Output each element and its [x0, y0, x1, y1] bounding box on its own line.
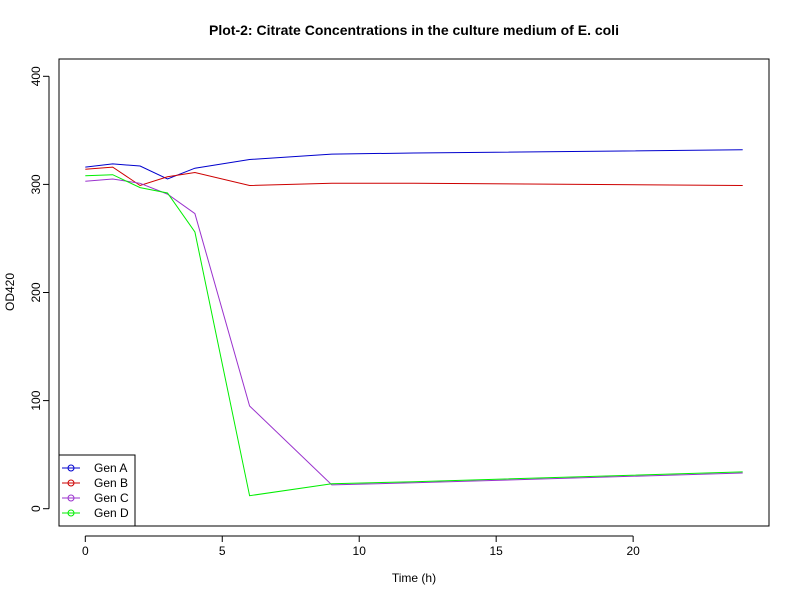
series-lines — [85, 149, 743, 497]
x-tick-label: 20 — [626, 544, 640, 558]
series-line-gen-a — [85, 149, 743, 180]
series-line-gen-d — [85, 174, 743, 497]
x-axis-label: Time (h) — [392, 571, 436, 585]
legend-marker-gen-c — [67, 494, 75, 502]
legend-box — [58, 454, 136, 527]
y-tick-label: 300 — [29, 174, 43, 194]
legend-marker-gen-b — [67, 479, 75, 487]
x-tick-label: 15 — [489, 544, 503, 558]
y-tick-label: 100 — [29, 390, 43, 410]
y-axis: 0 100 200 300 400 — [29, 66, 50, 512]
x-tick-label: 0 — [82, 544, 89, 558]
legend-label-gen-b: Gen B — [94, 476, 128, 490]
chart-title: Plot-2: Citrate Concentrations in the cu… — [209, 22, 619, 38]
x-axis: 0 5 10 15 20 — [82, 535, 640, 558]
legend-marker-gen-d — [67, 509, 75, 517]
legend-marker-gen-a — [67, 464, 75, 472]
y-tick-label: 200 — [29, 282, 43, 302]
series-line-gen-b — [85, 166, 743, 187]
series-line-gen-c — [85, 178, 743, 486]
plot-area-frame — [58, 58, 770, 527]
legend-label-gen-d: Gen D — [94, 506, 129, 520]
legend-label-gen-c: Gen C — [94, 491, 129, 505]
x-tick-label: 5 — [219, 544, 226, 558]
y-tick-label: 400 — [29, 66, 43, 86]
x-tick-label: 10 — [353, 544, 367, 558]
y-axis-label: OD420 — [3, 273, 17, 311]
y-tick-label: 0 — [29, 505, 43, 512]
legend-label-gen-a: Gen A — [94, 461, 127, 475]
